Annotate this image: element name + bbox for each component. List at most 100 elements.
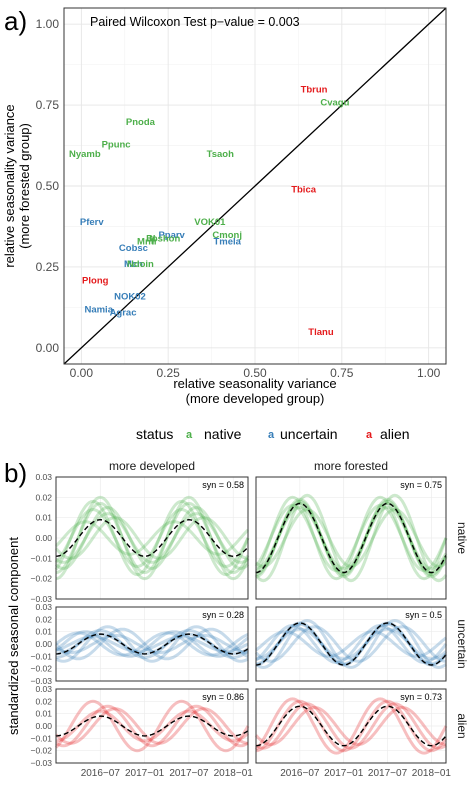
facet-y-tick-label: 0.00 — [35, 721, 52, 731]
legend-uncertain-glyph: a — [268, 429, 275, 441]
y-tick-label: 0.75 — [36, 98, 60, 112]
series-line — [255, 507, 447, 569]
mean-line — [255, 502, 447, 574]
y-tick-label: 0.00 — [36, 341, 60, 355]
series-line — [55, 704, 249, 748]
facet-y-tick-label: −0.01 — [30, 553, 52, 563]
y-tick-label: 0.25 — [36, 260, 60, 274]
facet-border — [55, 476, 249, 600]
series-line — [55, 495, 250, 581]
wilcoxon-annotation: Paired Wilcoxon Test p−value = 0.003 — [90, 15, 300, 29]
series-line — [254, 625, 447, 663]
legend-alien-label: alien — [380, 426, 410, 442]
facet-panel: syn = 0.86 0.03 0.02 0.01 0.00 −0.01 −0.02 −0.0… — [30, 684, 253, 779]
facet-y-tick-label: 0.00 — [35, 639, 52, 649]
point-label-tbica: Tbica — [291, 185, 317, 196]
series-line — [54, 505, 250, 571]
point-label-cobsc: Cobsc — [119, 243, 148, 254]
series-line — [55, 630, 249, 658]
mean-line — [55, 715, 249, 737]
syn-value: syn = 0.58 — [202, 480, 244, 490]
series-line — [54, 516, 249, 560]
facet-y-tick-label: 0.03 — [35, 602, 52, 612]
series-line — [55, 628, 249, 660]
scatter-ylabel-line2: (more forested group) — [17, 123, 32, 249]
facet-x-tick-label: 2018−01 — [214, 768, 254, 779]
syn-value: syn = 0.5 — [405, 610, 442, 620]
point-label-pferv: Pferv — [80, 217, 104, 228]
facet-y-tick-label: −0.02 — [30, 746, 52, 756]
series-line — [255, 623, 448, 665]
point-label-bl: Bl — [146, 233, 156, 244]
facet-y-tick-label: 0.02 — [35, 696, 52, 706]
syn-value: syn = 0.73 — [400, 692, 442, 702]
series-line — [55, 512, 249, 564]
facet-y-tick-label: 0.01 — [35, 627, 52, 637]
mean-line — [55, 633, 249, 655]
point-label-mntr: Mntr — [137, 237, 158, 248]
series-line — [54, 507, 250, 569]
y-tick-label: 0.50 — [36, 179, 60, 193]
point-label-vok01: VOK01 — [194, 217, 226, 228]
facet-row-title: alien — [455, 713, 469, 738]
facet-column-title: more developed — [109, 459, 195, 473]
y-tick-label: 1.00 — [36, 17, 60, 31]
facet-column-title: more forested — [314, 459, 388, 473]
facet-x-tick-label: 2016−07 — [280, 768, 320, 779]
facet-y-tick-label: 0.00 — [35, 533, 52, 543]
series-line — [254, 697, 448, 755]
mean-line — [55, 518, 249, 558]
series-line — [54, 520, 250, 556]
panel-b-label: b) — [4, 458, 27, 488]
point-label-cmonj: Cmonj — [212, 230, 242, 241]
panel-a-label: a) — [4, 6, 27, 36]
facet-row-title: native — [455, 522, 469, 554]
facet-x-tick-label: 2017−07 — [169, 768, 209, 779]
identity-line — [63, 7, 447, 365]
facet-y-tick-label: −0.03 — [30, 676, 52, 686]
facet-border — [55, 688, 249, 764]
point-label-tbrun: Tbrun — [301, 84, 328, 95]
facet-y-tick-label: 0.01 — [35, 513, 52, 523]
legend-title: status — [136, 426, 173, 442]
scatter-grid — [63, 7, 447, 365]
facet-border — [55, 606, 249, 682]
facet-x-tick-label: 2017−07 — [368, 768, 408, 779]
facet-y-tick-label: 0.03 — [35, 684, 52, 694]
point-label-namia: Namia — [84, 304, 113, 315]
series-line — [254, 493, 448, 583]
facet-x-tick-label: 2016−07 — [81, 768, 121, 779]
scatter-panel-border — [63, 7, 447, 365]
x-tick-label: 0.75 — [330, 366, 354, 380]
point-label-tmela: Tmela — [213, 237, 241, 248]
facet-x-tick-label: 2017−01 — [125, 768, 165, 779]
series-line — [255, 702, 447, 750]
facet-x-tick-label: 2018−01 — [412, 768, 452, 779]
x-tick-label: 0.25 — [157, 366, 181, 380]
syn-value: syn = 0.75 — [400, 480, 442, 490]
facet-y-tick-label: 0.02 — [35, 492, 52, 502]
syn-value: syn = 0.86 — [202, 692, 244, 702]
mean-line — [255, 622, 447, 666]
facet-y-tick-label: 0.02 — [35, 614, 52, 624]
facet-border — [255, 606, 447, 682]
facet-y-tick-label: −0.02 — [30, 664, 52, 674]
legend-uncertain-label: uncertain — [280, 426, 338, 442]
point-label-nyamb: Nyamb — [69, 149, 101, 160]
series-line — [255, 699, 448, 753]
legend-native-glyph: a — [186, 429, 193, 441]
point-label-pparv: Pparv — [158, 230, 185, 241]
facet-y-tick-label: −0.02 — [30, 574, 52, 584]
status-legend: status a native a uncertain a alien — [136, 426, 410, 442]
scatter-ylabel-line1: relative seasonality variance — [2, 104, 17, 267]
point-label-cvagu: Cvagu — [320, 97, 349, 108]
series-line — [54, 627, 249, 661]
series-line — [255, 497, 448, 579]
facet-panel: syn = 0.75 — [254, 476, 448, 600]
series-line — [255, 619, 447, 669]
facet-y-tick-label: 0.01 — [35, 709, 52, 719]
facet-panel: syn = 0.73 2016−07 2017−01 2017−07 2018−01 — [254, 688, 452, 779]
series-line — [55, 501, 250, 575]
